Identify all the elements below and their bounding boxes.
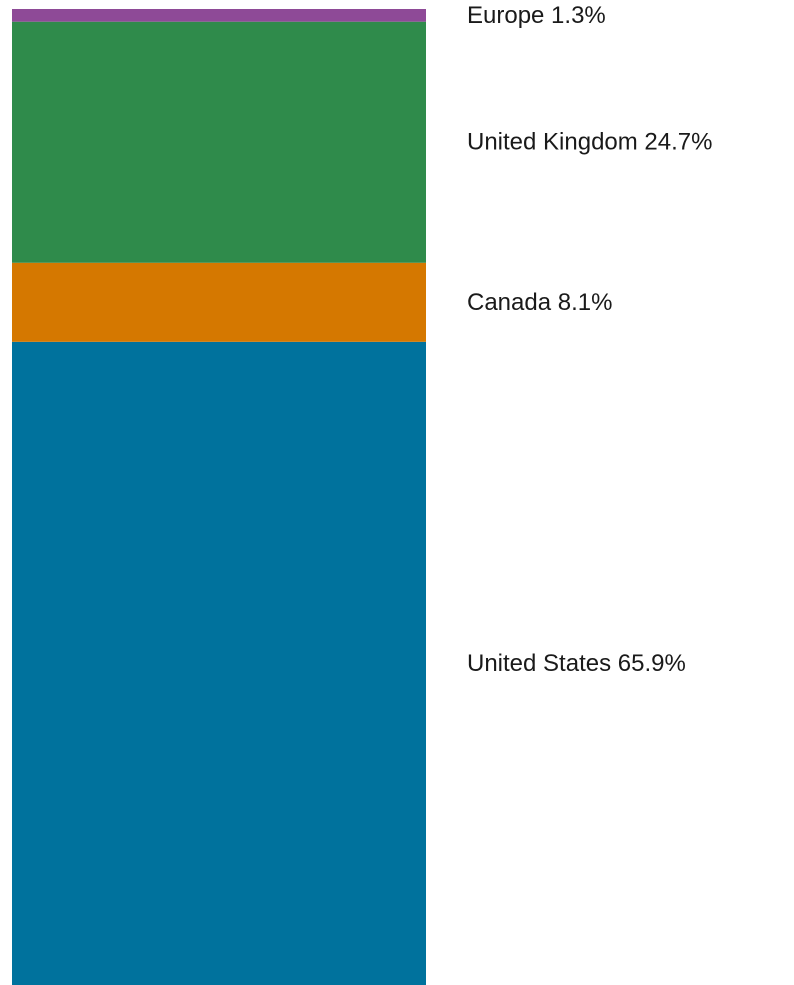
bar-segment-europe <box>12 9 426 22</box>
bar-segment-canada <box>12 262 426 342</box>
segment-labels: United States 65.9% Canada 8.1% United Kin… <box>467 2 712 677</box>
segment-label-united-states: United States 65.9% <box>467 650 686 677</box>
segment-label-canada: Canada 8.1% <box>467 289 612 316</box>
bar-segment-united-kingdom <box>12 21 426 263</box>
segment-label-europe: Europe 1.3% <box>467 2 606 29</box>
bar-segment-united-states <box>12 341 426 985</box>
segment-label-united-kingdom: United Kingdom 24.7% <box>467 129 712 156</box>
bar-segments <box>12 9 426 985</box>
